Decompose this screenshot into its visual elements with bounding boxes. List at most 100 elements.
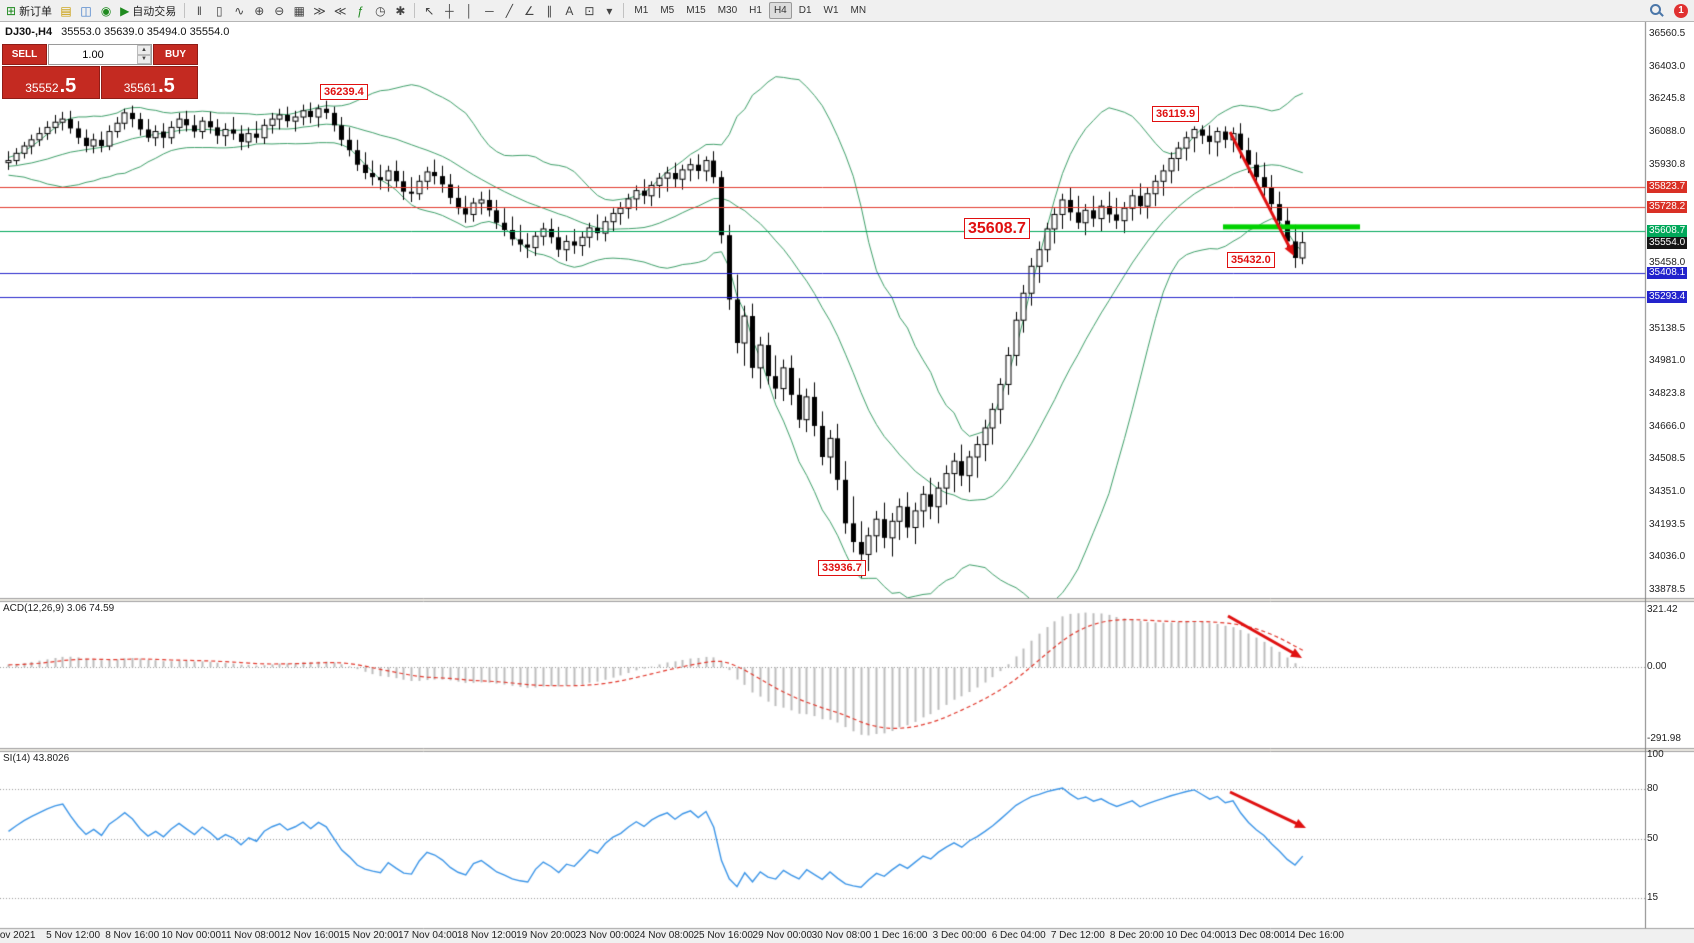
channel-icon: ∥ — [546, 3, 553, 18]
time-axis-label: 17 Nov 04:00 — [397, 930, 458, 941]
timeframe-mn-button[interactable]: MN — [846, 2, 872, 19]
volume-input[interactable] — [49, 45, 137, 64]
toolbar-tools-group: ↖ ┼ │ ─ ╱ ∠ ∥ A ⊡ ▾ — [419, 1, 619, 20]
timeframe-m1-button[interactable]: M1 — [629, 2, 653, 19]
timeframe-h4-button[interactable]: H4 — [768, 2, 792, 19]
symbol-period-label: DJ30-,H4 — [5, 26, 53, 38]
time-axis-label: 24 Nov 08:00 — [634, 930, 694, 941]
time-axis-label: 15 Nov 20:00 — [338, 930, 399, 941]
buy-price-box[interactable]: 35561 .5 — [100, 66, 198, 99]
timeframe-m15-button[interactable]: M15 — [681, 2, 710, 19]
timeframe-m5-button[interactable]: M5 — [655, 2, 679, 19]
shapes-icon: ▾ — [606, 3, 613, 18]
price-axis-label-blue: 35293.4 — [1647, 290, 1688, 303]
shift-end-icon: ≪ — [333, 3, 347, 18]
indicators-icon: ƒ — [357, 3, 364, 18]
timeframe-d1-button[interactable]: D1 — [794, 2, 817, 19]
time-axis-label: 6 Dec 04:00 — [991, 930, 1046, 941]
text-icon: A — [565, 3, 574, 18]
chart-title: DJ30-,H4 35553.0 35639.0 35494.0 35554.0 — [5, 26, 229, 38]
profile-button[interactable]: ◫ — [76, 1, 96, 20]
price-axis-label-normal: 34981.0 — [1649, 355, 1686, 367]
price-axis-label-normal: 34508.5 — [1649, 453, 1686, 465]
candle-chart-icon: ▯ — [215, 3, 223, 18]
zoom-out-icon: ⊖ — [274, 3, 285, 18]
periods-icon: ◷ — [375, 3, 386, 18]
candle-chart-button[interactable]: ▯ — [209, 1, 229, 20]
toolbar-separator — [414, 3, 416, 18]
time-axis-label: 12 Nov 16:00 — [279, 930, 340, 941]
timeframe-h1-button[interactable]: H1 — [744, 2, 767, 19]
shift-end-button[interactable]: ≪ — [330, 1, 351, 20]
sell-button[interactable]: SELL — [2, 44, 47, 65]
buy-price: 35561 — [123, 80, 158, 95]
zoom-in-button[interactable]: ⊕ — [249, 1, 269, 20]
auto-trading-icon: ▶ — [120, 3, 130, 18]
trendline-button[interactable]: ╱ — [499, 1, 519, 20]
price-axis-label-red: 35728.2 — [1647, 200, 1688, 213]
rsi-name: SI(14) — [3, 753, 31, 764]
cursor-icon: ↖ — [424, 3, 435, 18]
price-annotation[interactable]: 36119.9 — [1152, 106, 1200, 122]
vertical-line-button[interactable]: │ — [459, 1, 479, 20]
label-button[interactable]: ⊡ — [579, 1, 599, 20]
price-axis-label-normal: 36088.0 — [1649, 125, 1686, 137]
notification-badge[interactable]: 1 — [1674, 3, 1688, 18]
price-axis-label-normal: 34036.0 — [1649, 551, 1686, 563]
profile-icon: ◫ — [80, 3, 92, 18]
sell-price-big: .5 — [59, 75, 77, 97]
crosshair-icon: ┼ — [445, 3, 454, 18]
autoscroll-button[interactable]: ≫ — [309, 1, 330, 20]
template-button[interactable]: ✱ — [390, 1, 410, 20]
layers-button[interactable]: ▤ — [56, 1, 76, 20]
community-icon: ◉ — [100, 3, 112, 18]
horizontal-line-button[interactable]: ─ — [479, 1, 499, 20]
timeframe-m30-button[interactable]: M30 — [713, 2, 742, 19]
buy-button[interactable]: BUY — [153, 44, 198, 65]
shapes-button[interactable]: ▾ — [599, 1, 619, 20]
trendline-icon: ╱ — [505, 3, 514, 18]
price-axis-label-normal: 34823.8 — [1649, 388, 1686, 400]
price-axis-label-normal: 36403.0 — [1649, 60, 1686, 72]
volume-up-button[interactable]: ▲ — [137, 45, 151, 55]
community-button[interactable]: ◉ — [96, 1, 116, 20]
toolbar-separator — [623, 3, 625, 18]
periods-button[interactable]: ◷ — [370, 1, 390, 20]
text-button[interactable]: A — [559, 1, 579, 20]
time-axis-label: 23 Nov 00:00 — [575, 930, 635, 941]
time-axis-label: 30 Nov 08:00 — [811, 930, 872, 941]
line-chart-button[interactable]: ∿ — [229, 1, 249, 20]
macd-name: ACD(12,26,9) — [3, 603, 65, 614]
price-annotation[interactable]: 36239.4 — [320, 84, 368, 100]
macd-values: 3.06 74.59 — [66, 603, 115, 614]
cursor-button[interactable]: ↖ — [419, 1, 439, 20]
sell-price-box[interactable]: 35552 .5 — [2, 66, 100, 99]
time-axis-label: 19 Nov 20:00 — [516, 930, 576, 941]
autoscroll-icon: ≫ — [313, 3, 326, 18]
tile-windows-button[interactable]: ▦ — [289, 1, 309, 20]
angle-trend-button[interactable]: ∠ — [519, 1, 539, 20]
price-axis-label-normal: 34193.5 — [1649, 518, 1686, 530]
price-annotation[interactable]: 35608.7 — [964, 218, 1030, 239]
time-axis-label: Nov 2021 — [0, 930, 36, 941]
horizontal-line-icon: ─ — [485, 3, 494, 18]
price-annotation[interactable]: 35432.0 — [1227, 252, 1275, 268]
auto-trading-button[interactable]: ▶ 自动交易 — [116, 1, 180, 20]
sell-price: 35552 — [25, 80, 59, 95]
bar-chart-button[interactable]: ‖ — [189, 1, 209, 20]
rsi-scale-label: 50 — [1647, 833, 1659, 844]
indicators-button[interactable]: ƒ — [350, 1, 370, 20]
crosshair-button[interactable]: ┼ — [439, 1, 459, 20]
rsi-value: 43.8026 — [33, 753, 70, 764]
price-annotation[interactable]: 33936.7 — [818, 560, 866, 576]
volume-down-button[interactable]: ▼ — [137, 54, 151, 64]
buy-price-big: .5 — [158, 75, 175, 97]
search-icon[interactable] — [1650, 3, 1664, 18]
new-order-button[interactable]: ⊞ 新订单 — [2, 1, 56, 20]
time-axis-label: 10 Nov 00:00 — [161, 930, 222, 941]
timeframe-w1-button[interactable]: W1 — [819, 2, 844, 19]
channel-button[interactable]: ∥ — [539, 1, 559, 20]
zoom-out-button[interactable]: ⊖ — [269, 1, 289, 20]
angle-trend-icon: ∠ — [524, 3, 535, 18]
